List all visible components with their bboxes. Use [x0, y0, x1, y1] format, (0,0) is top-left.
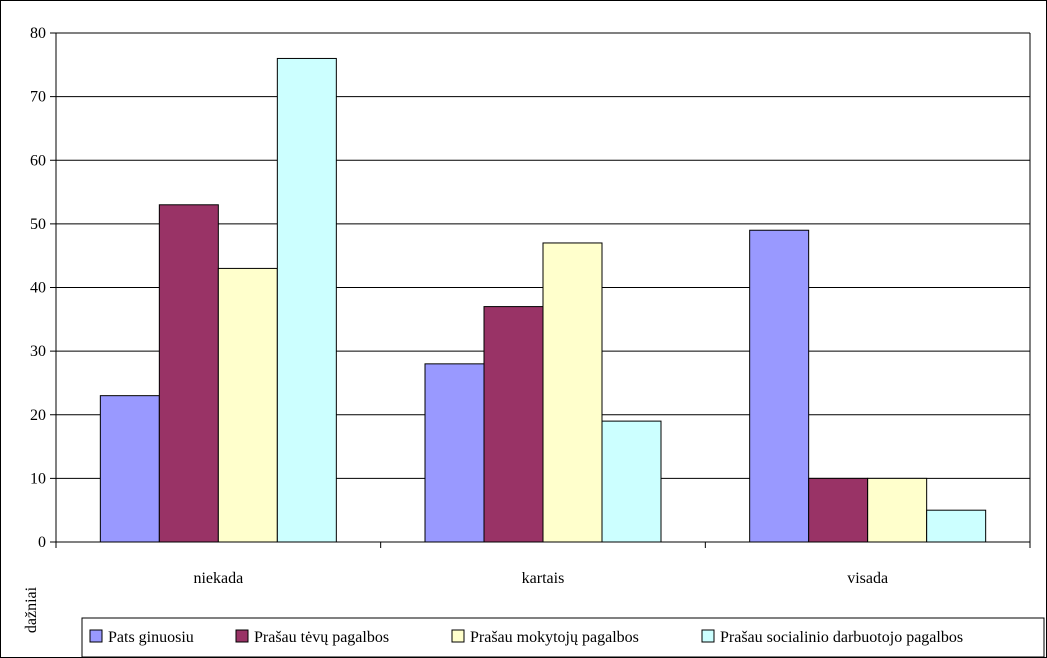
- y-tick-label: 70: [30, 89, 46, 106]
- bar-kartais-1: [424, 363, 485, 543]
- axes: [55, 32, 1031, 548]
- bar-visada-2: [808, 477, 869, 543]
- y-tick-label: 40: [30, 280, 46, 297]
- legend-swatch-3: [451, 629, 465, 643]
- category-label-kartais: kartais: [522, 570, 565, 587]
- y-tick-labels: 0 10 20 30 40 50 60 70 80: [30, 25, 46, 551]
- legend-swatch-4: [701, 629, 715, 643]
- category-label-visada: visada: [847, 570, 888, 587]
- y-tick-label: 80: [30, 25, 46, 42]
- category-label-niekada: niekada: [193, 570, 243, 587]
- legend-swatch-2: [235, 629, 249, 643]
- bar-visada-1: [749, 229, 810, 543]
- legend-label-3: Prašau mokytojų pagalbos: [470, 629, 639, 646]
- bar-visada-3: [867, 477, 928, 543]
- y-tick-label: 60: [30, 152, 46, 169]
- y-tick-label: 30: [30, 343, 46, 360]
- bar-niekada-4: [276, 57, 337, 543]
- y-tick-label: 10: [30, 470, 46, 487]
- legend-swatch-1: [89, 629, 103, 643]
- y-tick-label: 20: [30, 407, 46, 424]
- legend-label-2: Prašau tėvų pagalbos: [254, 629, 389, 646]
- legend-label-1: Pats ginuosiu: [108, 629, 194, 646]
- legend-label-4: Prašau socialinio darbuotojo pagalbos: [720, 629, 963, 646]
- bar-kartais-4: [601, 420, 662, 543]
- bar-visada-4: [926, 509, 987, 543]
- legend: Pats ginuosiu Prašau tėvų pagalbos Prašau …: [81, 617, 1045, 658]
- y-axis-label: dažniai: [23, 586, 40, 633]
- bar-niekada-1: [99, 395, 160, 543]
- bar-niekada-3: [217, 267, 278, 543]
- category-labels: niekada kartais visada: [193, 570, 888, 587]
- bar-kartais-2: [483, 306, 544, 543]
- y-tick-label: 0: [38, 534, 46, 551]
- bar-kartais-3: [542, 242, 603, 543]
- bar-niekada-2: [158, 204, 219, 543]
- bars: [99, 57, 987, 543]
- y-tick-label: 50: [30, 216, 46, 233]
